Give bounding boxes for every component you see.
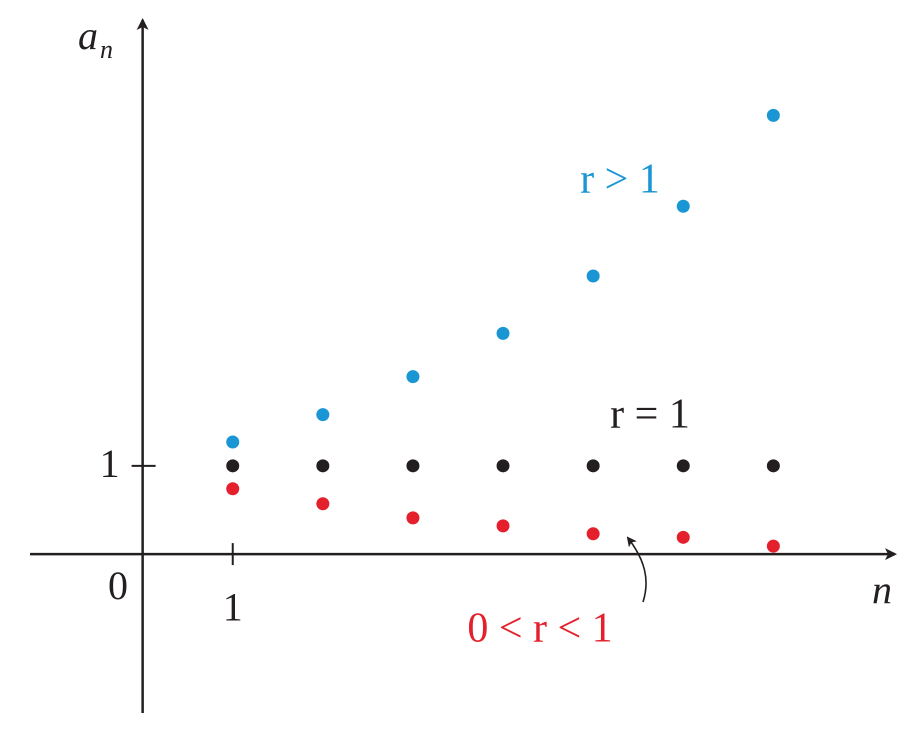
x-axis-label: n: [872, 567, 892, 612]
x-tick-label: 1: [223, 584, 243, 629]
data-point: [766, 539, 780, 553]
data-point: [496, 519, 510, 533]
data-point: [586, 459, 600, 473]
data-point: [676, 199, 690, 213]
data-point: [406, 511, 420, 525]
data-point: [766, 459, 780, 473]
data-point: [316, 408, 330, 422]
y-axis-label: a: [78, 13, 98, 58]
data-point: [226, 435, 240, 449]
annotation-arrow: [626, 536, 647, 603]
data-point: [496, 459, 510, 473]
data-point: [226, 482, 240, 496]
data-point: [496, 326, 510, 340]
series-label: r = 1: [610, 392, 690, 438]
data-point: [766, 108, 780, 122]
data-point: [586, 527, 600, 541]
data-point: [676, 530, 690, 544]
y-tick-label: 1: [100, 441, 120, 486]
series-label: 0 < r < 1: [467, 606, 612, 652]
data-point: [406, 370, 420, 384]
data-point: [316, 497, 330, 511]
data-point: [586, 269, 600, 283]
data-point: [316, 459, 330, 473]
data-point: [676, 459, 690, 473]
origin-label: 0: [108, 563, 128, 608]
data-point: [406, 459, 420, 473]
series-label: r > 1: [580, 157, 660, 203]
y-axis-label-subscript: n: [100, 35, 113, 64]
data-point: [226, 459, 240, 473]
